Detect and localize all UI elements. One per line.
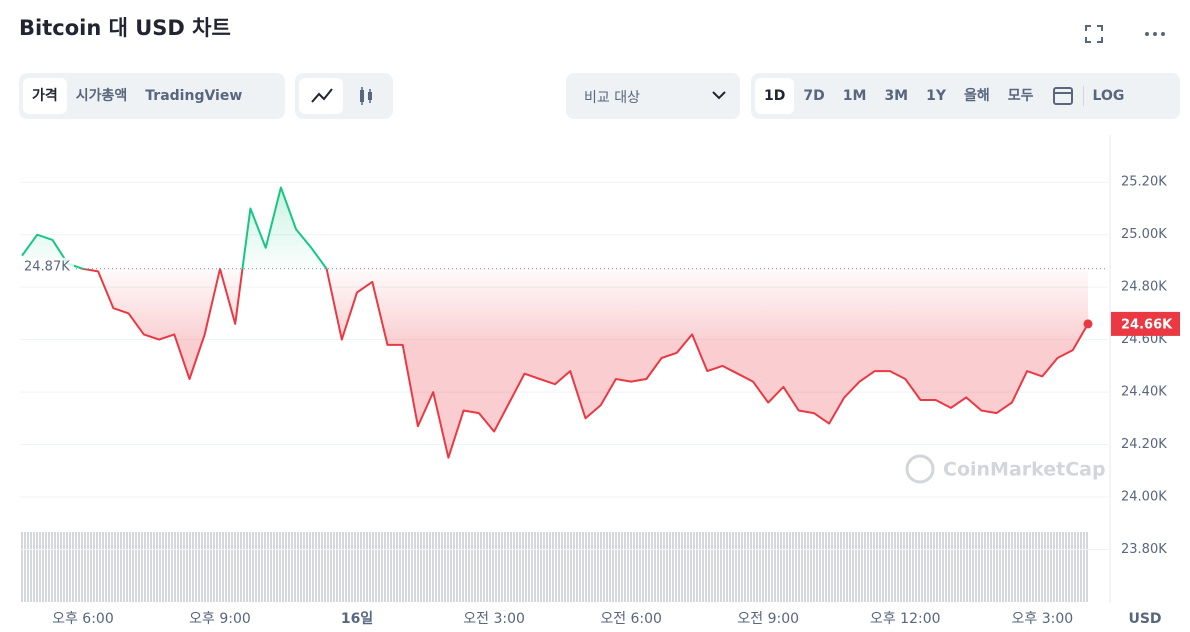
y-tick-label: 24.40K — [1121, 385, 1167, 400]
y-tick-label: 24.20K — [1121, 437, 1167, 452]
watermark: CoinMarketCap — [905, 454, 1106, 484]
range-tab[interactable]: 1M — [842, 88, 867, 104]
candle-type[interactable] — [343, 78, 387, 114]
range-tab[interactable]: 1Y — [926, 88, 947, 104]
range-tab[interactable]: 1D — [755, 78, 795, 114]
line-type[interactable] — [299, 78, 343, 114]
watermark-text: CoinMarketCap — [943, 459, 1106, 481]
log-toggle[interactable]: LOG — [1092, 88, 1125, 104]
y-tick-label: 24.80K — [1121, 280, 1167, 295]
range-tab[interactable]: 올해 — [964, 88, 990, 104]
range-tabs: 1D 7D 1M 3M 1Y 올해 모두 LOG — [751, 73, 1180, 119]
more-icon[interactable] — [1144, 30, 1166, 38]
currency-label: USD — [1128, 611, 1161, 627]
y-tick-label: 25.00K — [1121, 227, 1167, 242]
compare-label: 비교 대상 — [584, 90, 640, 106]
x-tick-label: 오후 9:00 — [189, 611, 251, 627]
x-tick-label: 오후 12:00 — [870, 611, 941, 627]
last-price-label: 24.66K — [1121, 317, 1173, 332]
calendar[interactable] — [1043, 78, 1083, 114]
y-tick-label: 23.80K — [1121, 542, 1167, 557]
x-tick-label: 오후 3:00 — [1011, 611, 1073, 627]
divider — [1082, 86, 1084, 106]
view-tab[interactable]: 시가총액 — [75, 88, 128, 104]
area — [22, 187, 1088, 458]
view-tab[interactable]: 가격 — [23, 78, 67, 114]
x-tick-label: 오후 6:00 — [52, 611, 114, 627]
volume-band — [20, 532, 1088, 602]
x-tick-label: 오전 6:00 — [600, 611, 662, 627]
x-tick-label: 16일 — [341, 611, 373, 627]
compare-select[interactable]: 비교 대상 — [566, 73, 740, 119]
fullscreen-icon[interactable] — [1084, 24, 1104, 44]
x-tick-label: 오전 9:00 — [737, 611, 799, 627]
reference-label: 24.87K — [24, 259, 70, 274]
range-tab[interactable]: 3M — [884, 88, 909, 104]
last-point — [1083, 319, 1093, 329]
range-tab[interactable]: 7D — [803, 88, 825, 104]
reference-label-bg — [20, 257, 74, 274]
price-line — [21, 186, 1089, 459]
view-tab[interactable]: TradingView — [145, 88, 243, 104]
chart-type — [295, 73, 393, 119]
x-tick-label: 오전 3:00 — [463, 611, 525, 627]
view-tabs: 가격 시가총액 TradingView — [19, 73, 285, 119]
y-tick-label: 25.20K — [1121, 175, 1167, 190]
last-price-tag — [1111, 311, 1180, 336]
range-tab[interactable]: 모두 — [1007, 88, 1034, 104]
title: Bitcoin 대 USD 차트 — [19, 16, 231, 40]
y-tick-label: 24.00K — [1121, 490, 1167, 505]
